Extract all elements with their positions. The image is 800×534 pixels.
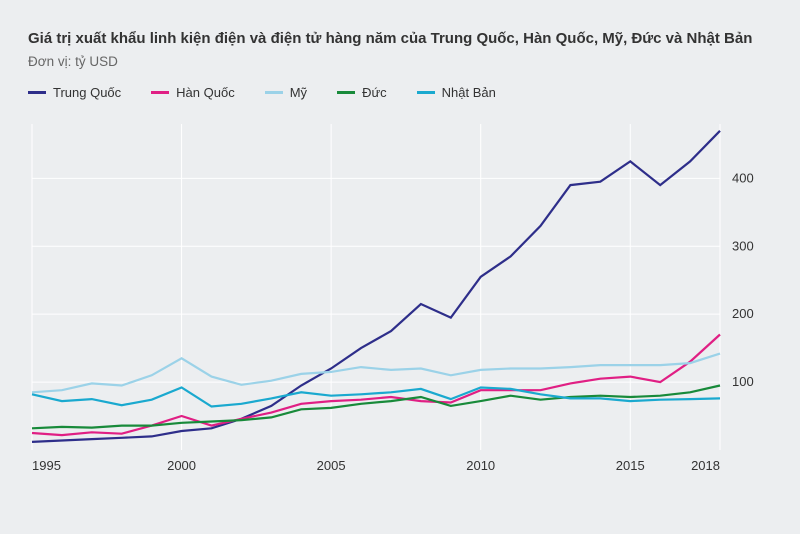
x-axis-tick-label: 2005 [317,458,346,473]
legend-swatch-icon [151,91,169,94]
x-axis-tick-label: 2015 [616,458,645,473]
series-line-korea [32,334,720,435]
series-line-germany [32,385,720,428]
chart-svg: 100 200 300 400 1995 2000 2005 2010 2015 2018 [28,118,772,478]
chart-subtitle: Đơn vị: tỷ USD [28,54,772,69]
x-axis-tick-label: 2000 [167,458,196,473]
legend-item-us: Mỹ [265,85,307,100]
legend-label: Nhật Bản [442,85,496,100]
legend-label: Đức [362,85,387,100]
legend-label: Mỹ [290,85,307,100]
x-axis-tick-label: 1995 [32,458,61,473]
legend-swatch-icon [417,91,435,94]
legend-label: Hàn Quốc [176,85,235,100]
legend-label: Trung Quốc [53,85,121,100]
y-axis-tick-label: 200 [732,306,754,321]
chart-legend: Trung Quốc Hàn Quốc Mỹ Đức Nhật Bản [28,85,772,100]
x-axis-tick-label: 2018 [691,458,720,473]
y-axis-tick-label: 400 [732,170,754,185]
legend-swatch-icon [265,91,283,94]
chart-plot-area: 100 200 300 400 1995 2000 2005 2010 2015 2018 [28,118,772,516]
legend-swatch-icon [28,91,46,94]
series-line-china [32,131,720,442]
legend-item-korea: Hàn Quốc [151,85,235,100]
legend-item-japan: Nhật Bản [417,85,496,100]
legend-item-germany: Đức [337,85,387,100]
y-axis-tick-label: 300 [732,238,754,253]
chart-title: Giá trị xuất khẩu linh kiện điện và điện… [28,28,772,50]
y-axis-tick-label: 100 [732,374,754,389]
chart-container: Giá trị xuất khẩu linh kiện điện và điện… [0,0,800,534]
series-line-us [32,353,720,392]
legend-item-china: Trung Quốc [28,85,121,100]
legend-swatch-icon [337,91,355,94]
x-axis-tick-label: 2010 [466,458,495,473]
